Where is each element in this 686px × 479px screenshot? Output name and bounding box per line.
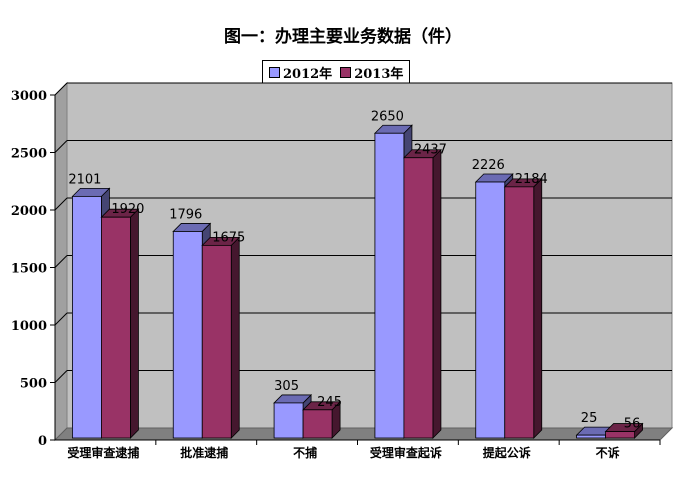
gridline-side: [54, 140, 68, 153]
bar-2012: [475, 181, 506, 439]
x-category-label: 不捕: [293, 445, 317, 460]
bar-side-2013: [130, 208, 139, 439]
y-tick-label: 2000: [11, 204, 47, 219]
legend-swatch-2012: [269, 66, 280, 78]
y-tick-label: 2500: [11, 147, 47, 162]
legend-label-2013: 2013年: [354, 66, 404, 82]
bar-2013: [403, 157, 434, 439]
data-label: 25: [581, 411, 598, 426]
data-label: 305: [274, 379, 299, 394]
data-label: 2437: [414, 143, 447, 158]
legend-item-2012: 2012年: [269, 63, 332, 82]
bar-side-2013: [533, 177, 543, 439]
bar-2012: [273, 402, 304, 439]
y-tick-label: 1500: [11, 262, 47, 277]
bar-side-2013: [432, 148, 442, 439]
legend-swatch-2013: [340, 66, 352, 78]
data-label: 2226: [472, 158, 505, 173]
gridline-side: [54, 312, 68, 326]
data-label: 1920: [111, 202, 144, 217]
data-label: 1675: [212, 230, 245, 245]
x-category-label: 不诉: [596, 445, 620, 460]
legend-label-2012: 2012年: [283, 66, 333, 82]
bar-2013: [504, 186, 535, 439]
legend-item-2013: 2013年: [340, 63, 403, 82]
bar-2013: [101, 216, 131, 439]
data-label: 2101: [68, 172, 101, 187]
gridline-side: [54, 370, 68, 383]
bar-2013: [302, 409, 333, 439]
x-category-label: 受理审查逮捕: [67, 445, 139, 460]
bar-2012: [576, 434, 606, 439]
y-tick-label: 1000: [11, 319, 47, 334]
gridline-side: [54, 197, 68, 211]
data-label: 56: [624, 417, 641, 432]
x-category-label: 提起公诉: [483, 445, 531, 460]
y-tick-label: 0: [38, 434, 47, 449]
bar-2013: [605, 431, 635, 439]
x-category-label: 受理审查起诉: [370, 445, 442, 460]
bar-2013: [201, 244, 232, 439]
data-label: 2650: [371, 109, 404, 124]
bar-2012: [374, 132, 405, 439]
bar-side-2013: [230, 236, 240, 439]
y-tick-label: 3000: [11, 89, 47, 104]
x-category-label: 批准逮捕: [180, 445, 228, 460]
data-label: 245: [317, 395, 342, 410]
bar-2012: [172, 231, 203, 439]
bar-2012: [72, 195, 102, 439]
data-label: 2184: [515, 172, 548, 187]
y-tick-label: 500: [20, 377, 47, 392]
data-label: 1796: [169, 207, 202, 222]
chart-title: 图一：办理主要业务数据（件）: [224, 27, 462, 47]
gridline-side: [54, 255, 68, 268]
gridline-side: [54, 82, 68, 96]
